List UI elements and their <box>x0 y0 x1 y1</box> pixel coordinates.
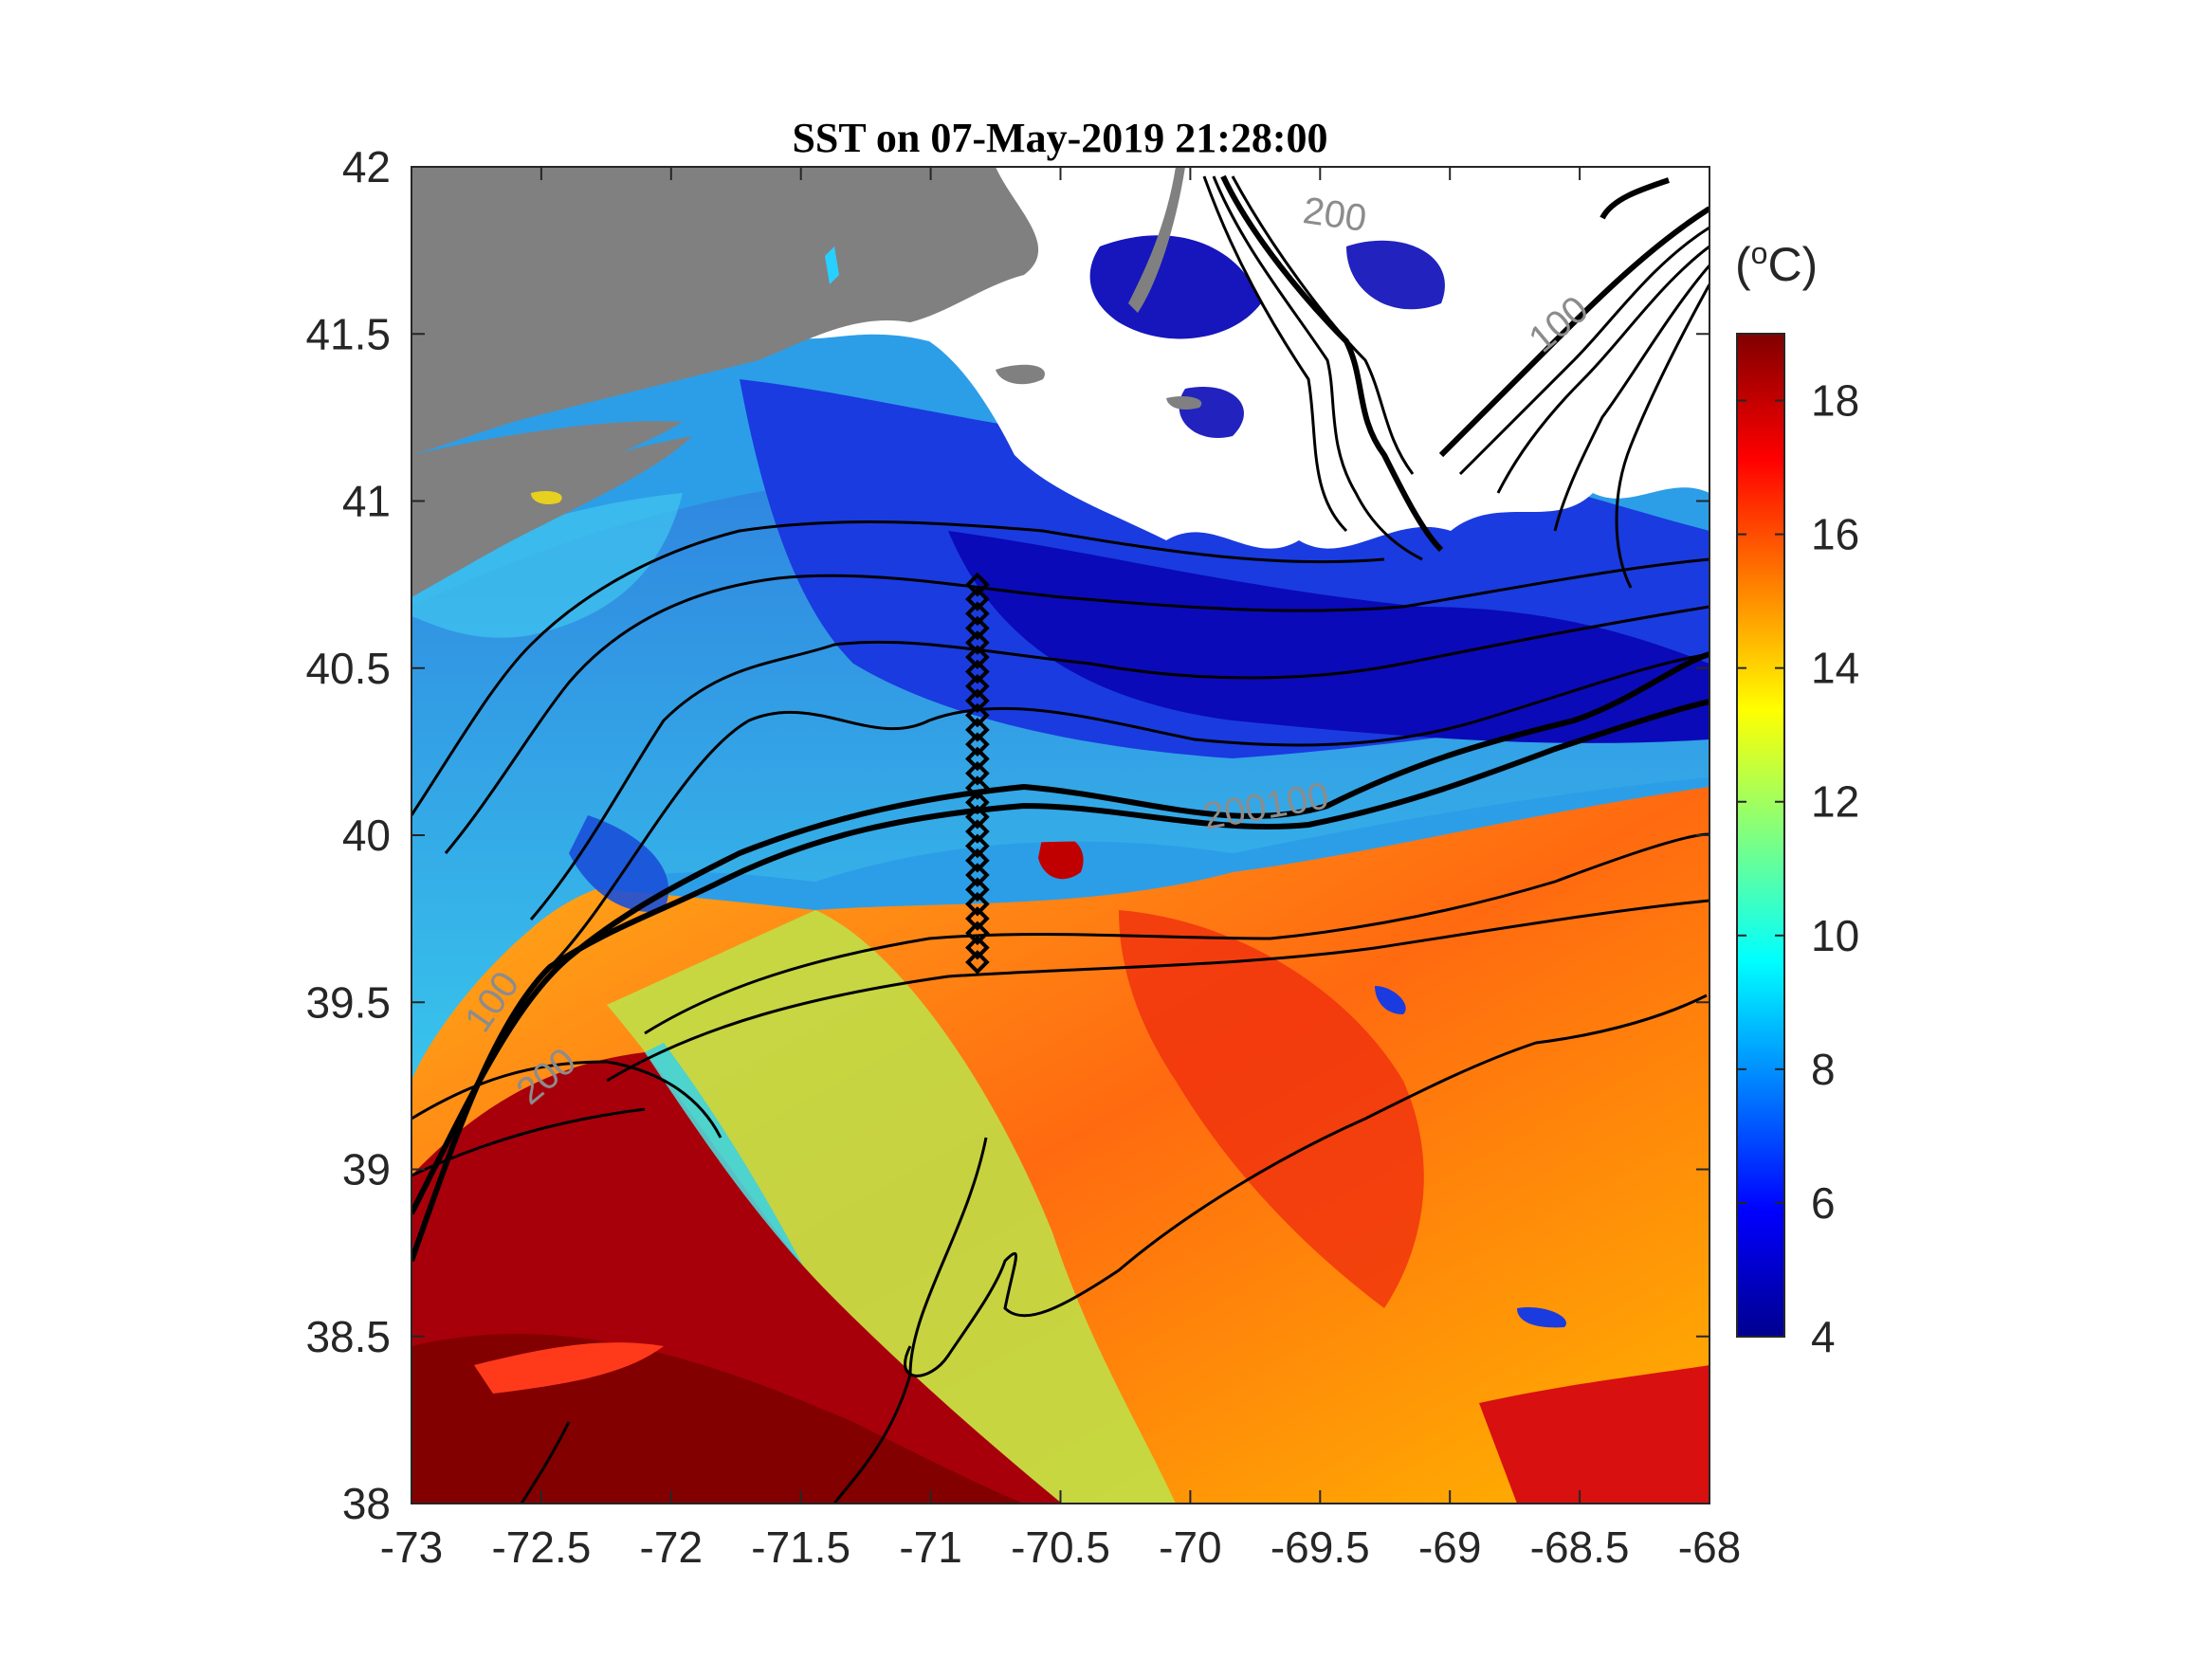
x-tick-label: -71 <box>899 1522 961 1572</box>
y-tick-label: 39.5 <box>305 977 391 1027</box>
sst-field <box>411 167 1709 1504</box>
x-tick-label: -71.5 <box>751 1522 850 1572</box>
station-marker <box>965 819 990 844</box>
colorbar-tick-label: 18 <box>1811 376 1859 426</box>
y-axis: 38 38.5 39 39.5 40 40.5 41 41.5 42 <box>305 142 1709 1528</box>
station-marker <box>965 615 990 641</box>
y-tick-label: 41 <box>342 477 391 526</box>
y-tick-label: 38.5 <box>305 1312 391 1361</box>
bathymetry-contours <box>411 174 1709 1504</box>
colorbar <box>1736 333 1785 1338</box>
y-tick-label: 41.5 <box>305 309 391 358</box>
colorbar-tick-label: 8 <box>1811 1045 1836 1094</box>
x-tick-label: -68 <box>1678 1522 1741 1572</box>
x-tick-label: -68.5 <box>1530 1522 1630 1572</box>
x-tick-label: -70 <box>1159 1522 1221 1572</box>
y-tick-label: 39 <box>342 1145 391 1194</box>
station-marker <box>965 674 990 699</box>
colorbar-tick-label: 6 <box>1811 1178 1836 1228</box>
station-marker <box>965 935 990 960</box>
station-marker <box>965 702 990 728</box>
y-tick-label: 40.5 <box>305 644 391 693</box>
station-marker <box>965 630 990 655</box>
station-marker <box>965 891 990 917</box>
colorbar-tick-label: 16 <box>1811 510 1859 559</box>
station-marker <box>965 833 990 859</box>
x-tick-label: -72.5 <box>491 1522 591 1572</box>
map-title: SST on 07-May-2019 21:28:00 <box>792 115 1327 161</box>
x-tick-label: -70.5 <box>1011 1522 1110 1572</box>
colorbar-tick-label: 14 <box>1811 644 1859 693</box>
colorbar-tick-label: 12 <box>1811 777 1859 827</box>
colorbar-tick-label: 10 <box>1811 911 1859 960</box>
station-marker <box>965 950 990 975</box>
contour-label: 200 <box>1301 190 1369 240</box>
station-marker <box>965 804 990 830</box>
station-marker <box>965 659 990 684</box>
station-marker <box>965 863 990 887</box>
station-marker <box>965 877 990 902</box>
x-tick-label: -73 <box>380 1522 443 1572</box>
station-marker <box>965 848 990 873</box>
x-tick-label: -72 <box>640 1522 703 1572</box>
station-marker <box>965 790 990 815</box>
station-marker <box>965 645 990 670</box>
station-marker <box>965 921 990 946</box>
station-marker <box>965 688 990 714</box>
station-line <box>965 572 990 975</box>
station-marker <box>965 587 990 611</box>
x-tick-label: -69.5 <box>1271 1522 1370 1572</box>
station-marker <box>965 760 990 786</box>
station-marker <box>965 717 990 742</box>
y-tick-label: 42 <box>342 142 391 191</box>
station-marker <box>965 572 990 597</box>
y-tick-label: 38 <box>342 1479 391 1528</box>
y-tick-label: 40 <box>342 811 391 860</box>
x-axis: -73 -72.5 -72 -71.5 -71 -70.5 -70 -69.5 -69 -68.5… <box>380 167 1741 1572</box>
colorbar-tick-label: 4 <box>1811 1312 1836 1361</box>
colorbar-unit-label: (oC) <box>1735 236 1818 291</box>
x-tick-label: -69 <box>1418 1522 1481 1572</box>
station-marker <box>965 906 990 931</box>
station-marker <box>965 732 990 757</box>
station-marker <box>965 601 990 627</box>
colorbar-ticks: 4 6 8 10 12 14 16 18 <box>1737 376 1859 1361</box>
station-marker <box>965 746 990 772</box>
station-marker <box>965 775 990 800</box>
